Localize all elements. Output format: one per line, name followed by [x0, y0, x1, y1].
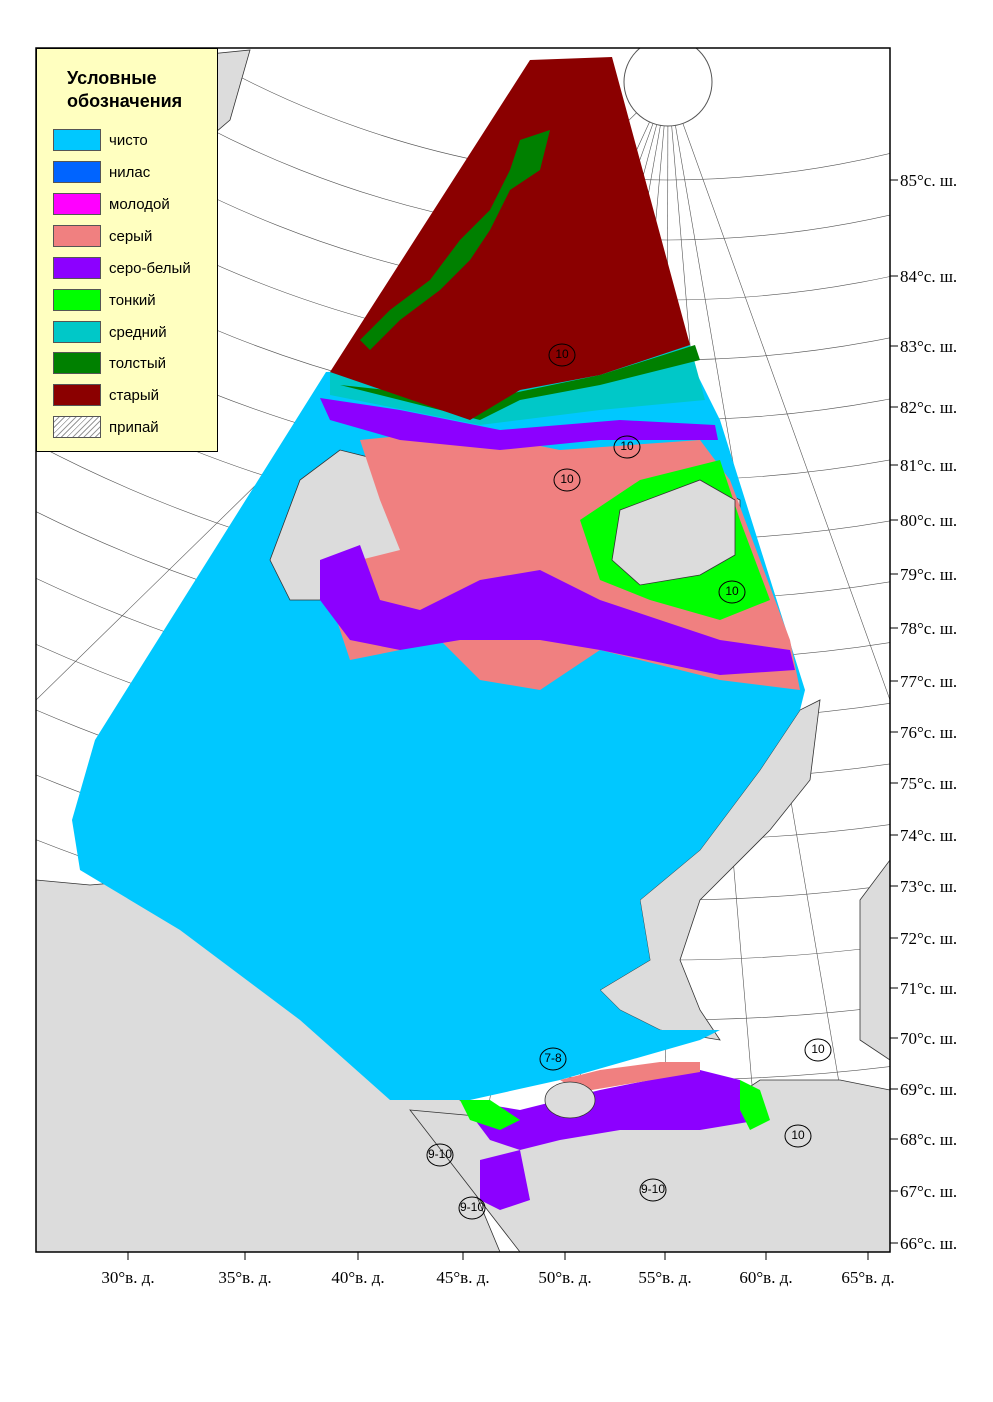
ice-egg [553, 468, 581, 492]
lon-label: 60°в. д. [739, 1268, 792, 1287]
lat-label: 76°с. ш. [900, 723, 957, 742]
map-body [36, 48, 890, 1252]
ice-old [330, 57, 690, 420]
ice-thin-south [460, 1100, 520, 1130]
ice-grey-white-band [320, 398, 718, 450]
ice-egg [539, 1047, 567, 1071]
lon-label: 30°в. д. [101, 1268, 154, 1287]
labels: 85°с. ш. 84°с. ш. 83°с. ш. 82°с. ш. 81°с. ш.… [101, 171, 957, 1287]
lat-label: 79°с. ш. [900, 565, 957, 584]
ice-egg-label: 10 [555, 347, 569, 361]
ice-grey-white [320, 545, 795, 675]
ice-thin-pechora [740, 1080, 770, 1130]
ice-egg-label: 9-10 [460, 1200, 484, 1214]
lat-label: 80°с. ш. [900, 511, 957, 530]
legend-item: молодой [53, 193, 170, 215]
legend-item: средний [53, 321, 167, 343]
lat-label: 83°с. ш. [900, 337, 957, 356]
legend-item: серо-белый [53, 257, 191, 279]
lat-label: 85°с. ш. [900, 171, 957, 190]
legend-item: старый [53, 384, 159, 406]
ice-egg-label: 9-10 [428, 1147, 452, 1161]
ice-egg-label: 10 [811, 1042, 825, 1056]
ice-egg [426, 1143, 454, 1167]
legend-swatch [53, 321, 101, 343]
lon-label: 50°в. д. [538, 1268, 591, 1287]
legend-label: тонкий [109, 291, 156, 309]
ice-egg [458, 1196, 486, 1220]
legend: Условные обозначения чисто нилас молодой се… [36, 48, 218, 452]
pole-circle [623, 48, 713, 127]
legend-label: серый [109, 227, 153, 245]
ice-egg-label: 10 [560, 472, 574, 486]
ice-thick-strip [360, 130, 550, 350]
legend-swatch [53, 129, 101, 151]
lat-label: 73°с. ш. [900, 877, 957, 896]
lon-label: 45°в. д. [436, 1268, 489, 1287]
lat-label: 75°с. ш. [900, 774, 957, 793]
ice-egg-label: 9-10 [641, 1182, 665, 1196]
legend-swatch [53, 416, 101, 438]
lat-label: 74°с. ш. [900, 826, 957, 845]
legend-swatch [53, 161, 101, 183]
legend-label: старый [109, 386, 160, 404]
ice-egg [639, 1178, 667, 1202]
lat-label: 67°с. ш. [900, 1182, 957, 1201]
ice-egg [804, 1038, 832, 1062]
lat-label: 84°с. ш. [900, 267, 957, 286]
ice-egg-label: 10 [620, 439, 634, 453]
legend-swatch [53, 352, 101, 374]
legend-label: молодой [109, 195, 170, 213]
legend-label: толстый [109, 354, 166, 372]
legend-label: припай [109, 418, 159, 436]
ice-egg-label: 10 [725, 584, 739, 598]
legend-item: нилас [53, 161, 150, 183]
franz-josef-top [611, 479, 736, 586]
ice-egg [613, 435, 641, 459]
lat-label: 77°с. ш. [900, 672, 957, 691]
legend-title: Условные обозначения [67, 68, 183, 111]
legend-swatch [53, 193, 101, 215]
ice-grey-white-bay [480, 1150, 530, 1210]
lat-label: 71°с. ш. [900, 979, 957, 998]
legend-swatch [53, 257, 101, 279]
ice-grey-white-white-sea [460, 1070, 760, 1150]
ice-grey-south [560, 1062, 700, 1092]
ice-egg-label: 7-8 [544, 1051, 562, 1065]
legend-swatch [53, 289, 101, 311]
ice-egg [718, 580, 746, 604]
ice-egg [784, 1124, 812, 1148]
lat-label: 70°с. ш. [900, 1029, 957, 1048]
legend-label: чисто [109, 131, 148, 149]
lon-label: 35°в. д. [218, 1268, 271, 1287]
lon-label: 65°в. д. [841, 1268, 894, 1287]
kolguev [544, 1081, 596, 1119]
legend-label: нилас [109, 163, 151, 181]
legend-label: средний [109, 323, 167, 341]
lon-label: 40°в. д. [331, 1268, 384, 1287]
lat-label: 82°с. ш. [900, 398, 957, 417]
legend-item: чисто [53, 129, 148, 151]
lat-label: 68°с. ш. [900, 1130, 957, 1149]
legend-item: толстый [53, 352, 166, 374]
lat-label: 81°с. ш. [900, 456, 957, 475]
lat-label: 72°с. ш. [900, 929, 957, 948]
legend-swatch [53, 384, 101, 406]
legend-swatch [53, 225, 101, 247]
ice-egg-label: 10 [791, 1128, 805, 1142]
lat-label: 69°с. ш. [900, 1080, 957, 1099]
legend-label: серо-белый [109, 259, 191, 277]
legend-item: тонкий [53, 289, 156, 311]
lat-label: 66°с. ш. [900, 1234, 957, 1253]
lon-label: 55°в. д. [638, 1268, 691, 1287]
ice-egg [548, 343, 576, 367]
lat-label: 78°с. ш. [900, 619, 957, 638]
legend-item: припай [53, 416, 159, 438]
legend-item: серый [53, 225, 152, 247]
